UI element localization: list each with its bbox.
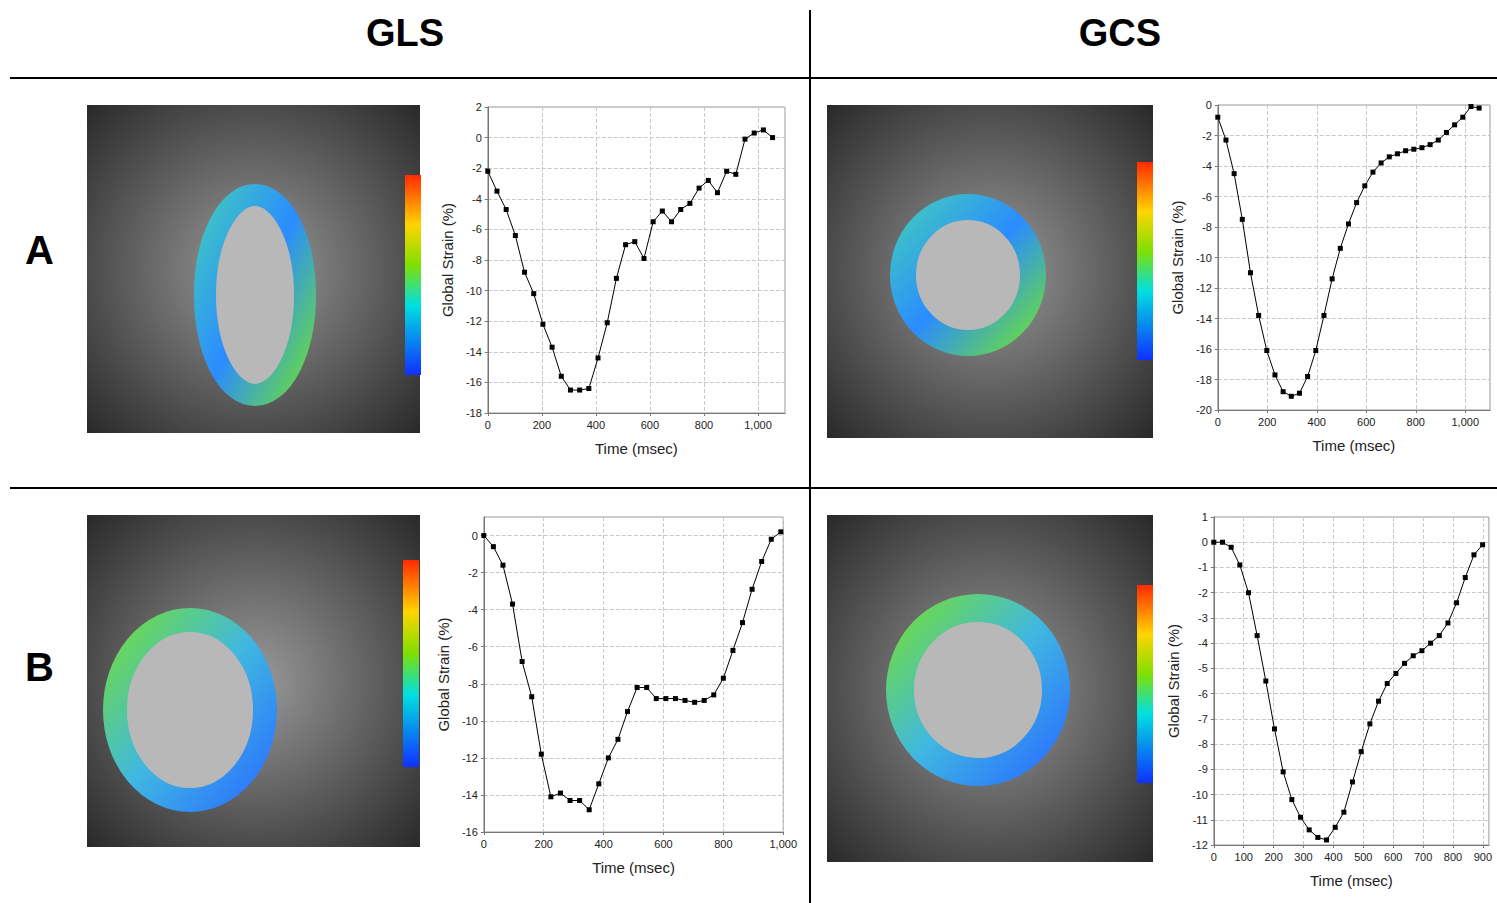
svg-text:-4: -4 <box>468 604 478 616</box>
svg-text:-12: -12 <box>462 752 478 764</box>
svg-text:-8: -8 <box>472 254 482 266</box>
svg-text:-6: -6 <box>1198 688 1208 700</box>
svg-text:1,000: 1,000 <box>1451 416 1479 428</box>
svg-text:2: 2 <box>476 101 482 113</box>
svg-text:-8: -8 <box>468 678 478 690</box>
svg-text:-4: -4 <box>1198 637 1208 649</box>
svg-text:200: 200 <box>535 838 553 850</box>
svg-text:-9: -9 <box>1198 763 1208 775</box>
svg-text:400: 400 <box>587 419 605 431</box>
svg-text:400: 400 <box>1324 851 1342 863</box>
svg-text:Global Strain (%): Global Strain (%) <box>439 203 456 317</box>
svg-text:-14: -14 <box>1196 313 1212 325</box>
svg-text:1,000: 1,000 <box>744 419 772 431</box>
svg-text:600: 600 <box>654 838 672 850</box>
svg-text:0: 0 <box>472 530 478 542</box>
svg-text:-2: -2 <box>468 567 478 579</box>
svg-text:0: 0 <box>1202 536 1208 548</box>
svg-text:Time (msec): Time (msec) <box>595 440 678 457</box>
svg-text:-14: -14 <box>462 789 478 801</box>
svg-text:Global Strain (%): Global Strain (%) <box>1169 200 1186 314</box>
svg-text:Time (msec): Time (msec) <box>1310 872 1393 889</box>
svg-text:200: 200 <box>1258 416 1276 428</box>
svg-text:200: 200 <box>1264 851 1282 863</box>
svg-text:Time (msec): Time (msec) <box>1313 437 1396 454</box>
svg-text:-18: -18 <box>466 407 482 419</box>
svg-text:Global Strain (%): Global Strain (%) <box>435 617 452 731</box>
svg-text:300: 300 <box>1294 851 1312 863</box>
svg-text:Time (msec): Time (msec) <box>592 859 675 876</box>
svg-text:700: 700 <box>1414 851 1432 863</box>
svg-text:-2: -2 <box>472 162 482 174</box>
svg-text:-2: -2 <box>1202 130 1212 142</box>
svg-text:400: 400 <box>1308 416 1326 428</box>
svg-text:-11: -11 <box>1193 814 1208 826</box>
svg-text:100: 100 <box>1235 851 1253 863</box>
svg-text:900: 900 <box>1474 851 1492 863</box>
svg-text:800: 800 <box>1407 416 1425 428</box>
svg-text:1: 1 <box>1202 511 1208 523</box>
svg-text:-5: -5 <box>1198 662 1208 674</box>
svg-text:400: 400 <box>594 838 612 850</box>
svg-text:800: 800 <box>1444 851 1462 863</box>
svg-text:0: 0 <box>476 132 482 144</box>
svg-text:-6: -6 <box>472 223 482 235</box>
svg-text:-18: -18 <box>1196 374 1212 386</box>
svg-text:600: 600 <box>1384 851 1402 863</box>
svg-text:-14: -14 <box>466 346 482 358</box>
svg-text:0: 0 <box>485 419 491 431</box>
svg-text:-8: -8 <box>1202 221 1212 233</box>
svg-text:-4: -4 <box>1202 160 1212 172</box>
svg-text:0: 0 <box>481 838 487 850</box>
html-text:A: A <box>25 228 54 272</box>
svg-text:-8: -8 <box>1198 738 1208 750</box>
svg-text:-6: -6 <box>1202 191 1212 203</box>
svg-text:-3: -3 <box>1198 612 1208 624</box>
svg-text:-16: -16 <box>462 826 478 838</box>
svg-text:-4: -4 <box>472 193 482 205</box>
svg-text:-20: -20 <box>1196 404 1212 416</box>
svg-text:-10: -10 <box>462 715 478 727</box>
svg-text:-10: -10 <box>466 285 482 297</box>
svg-text:600: 600 <box>641 419 659 431</box>
html-text:B: B <box>25 645 54 689</box>
html-text:GCS: GCS <box>1078 12 1162 54</box>
svg-text:-6: -6 <box>468 641 478 653</box>
svg-text:0: 0 <box>1206 99 1212 111</box>
svg-text:1,000: 1,000 <box>769 838 797 850</box>
svg-text:-16: -16 <box>1196 343 1212 355</box>
svg-text:800: 800 <box>714 838 732 850</box>
svg-text:-10: -10 <box>1196 252 1212 264</box>
svg-text:-2: -2 <box>1198 587 1208 599</box>
svg-text:500: 500 <box>1354 851 1372 863</box>
svg-text:200: 200 <box>533 419 551 431</box>
svg-text:-12: -12 <box>1196 282 1212 294</box>
svg-text:-12: -12 <box>1192 839 1208 851</box>
svg-text:800: 800 <box>695 419 713 431</box>
html-text:GLS: GLS <box>365 12 445 54</box>
svg-text:Global Strain (%): Global Strain (%) <box>1165 624 1182 738</box>
svg-text:-10: -10 <box>1192 789 1208 801</box>
svg-text:-7: -7 <box>1198 713 1208 725</box>
svg-text:0: 0 <box>1215 416 1221 428</box>
svg-text:-1: -1 <box>1198 561 1208 573</box>
svg-text:-16: -16 <box>466 376 482 388</box>
svg-text:600: 600 <box>1357 416 1375 428</box>
svg-text:0: 0 <box>1211 851 1217 863</box>
svg-text:-12: -12 <box>466 315 482 327</box>
